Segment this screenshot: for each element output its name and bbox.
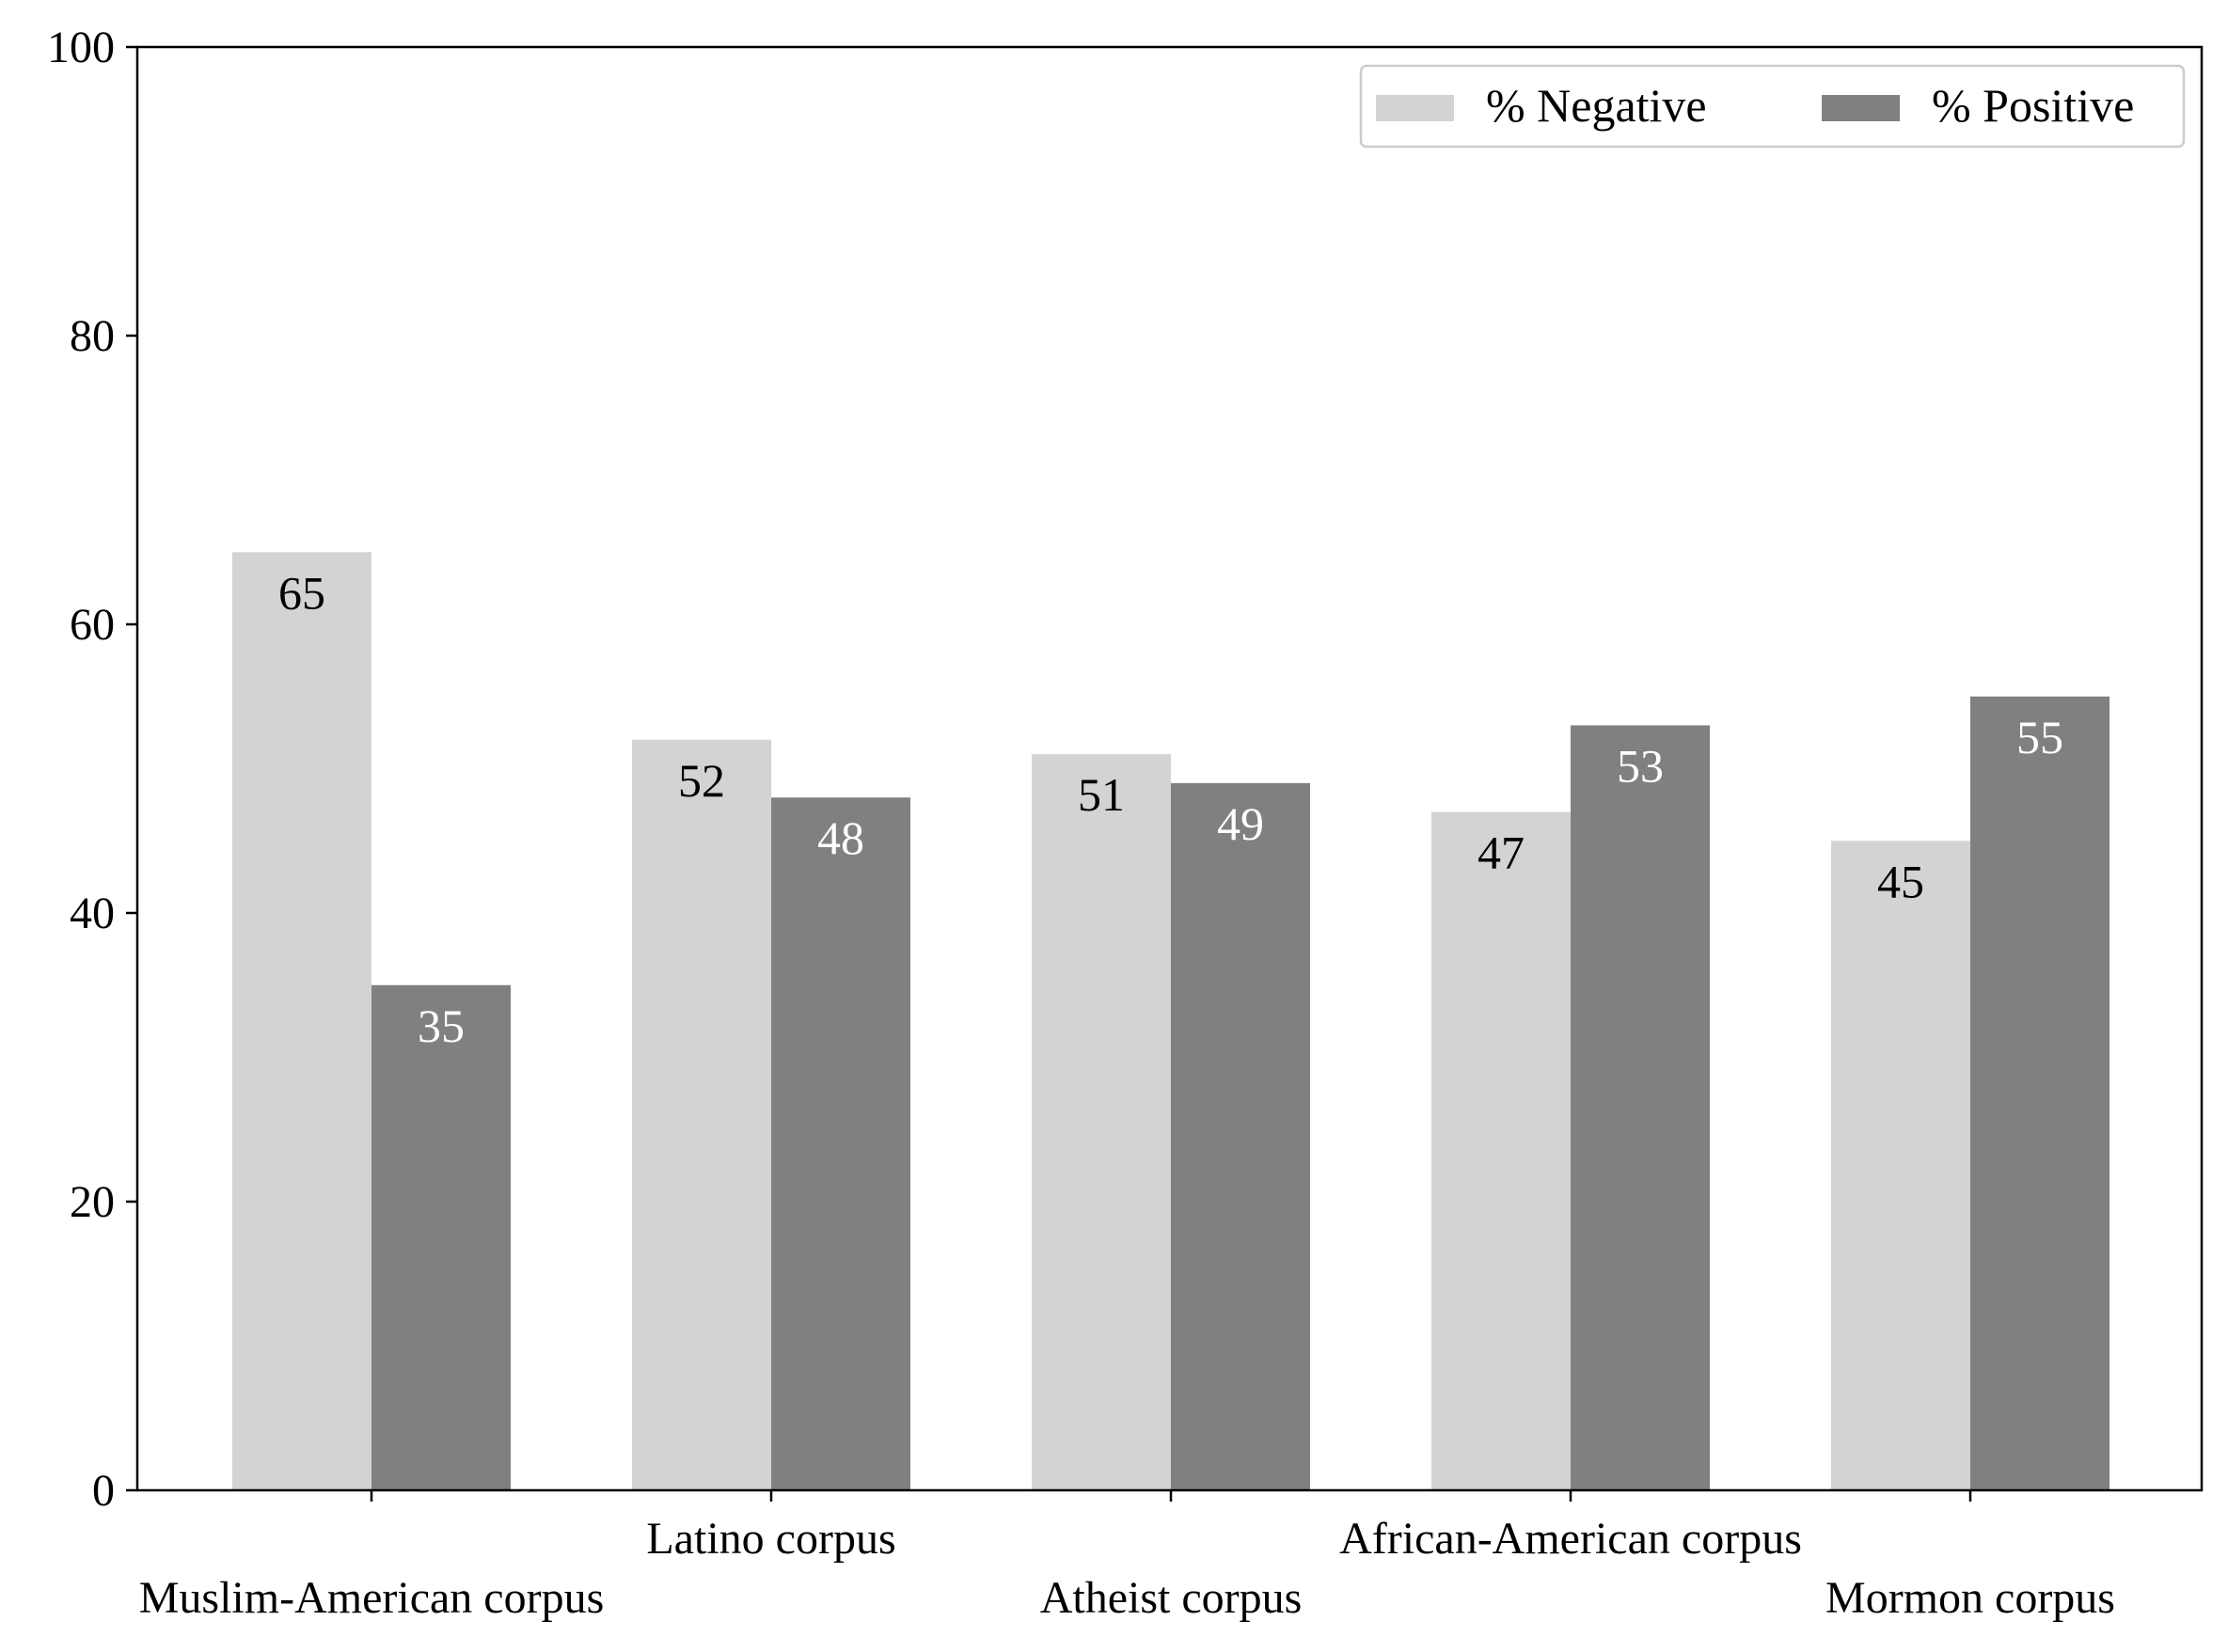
x-tick-label-2: Atheist corpus bbox=[1040, 1573, 1303, 1623]
legend-swatch-positive bbox=[1822, 95, 1900, 121]
data-label-positive-4: 55 bbox=[2016, 711, 2063, 763]
data-label-positive-1: 48 bbox=[817, 811, 864, 864]
data-label-negative-0: 65 bbox=[278, 566, 325, 619]
bar-positive-0 bbox=[371, 984, 511, 1490]
data-label-positive-3: 53 bbox=[1617, 739, 1664, 792]
bars-layer bbox=[232, 552, 2109, 1490]
y-tick-label-5: 100 bbox=[47, 23, 115, 72]
data-label-negative-3: 47 bbox=[1477, 826, 1525, 879]
data-label-positive-0: 35 bbox=[418, 999, 465, 1052]
legend-label-negative: % Negative bbox=[1486, 79, 1707, 132]
y-tick-label-1: 20 bbox=[70, 1177, 115, 1227]
x-tick-label-0: Muslim-American corpus bbox=[139, 1573, 605, 1623]
bar-negative-1 bbox=[632, 739, 771, 1490]
bar-negative-4 bbox=[1831, 841, 1970, 1490]
legend: % Negative % Positive bbox=[1359, 64, 2186, 149]
legend-box bbox=[1359, 64, 2186, 149]
bar-positive-3 bbox=[1571, 725, 1710, 1490]
bar-positive-2 bbox=[1171, 782, 1310, 1490]
data-label-negative-2: 51 bbox=[1078, 768, 1125, 821]
data-labels-layer: 65 35 52 48 51 49 47 53 45 55 bbox=[278, 566, 2063, 1052]
y-axis: 0 20 40 60 80 100 bbox=[47, 23, 137, 1516]
bar-positive-4 bbox=[1970, 696, 2109, 1490]
y-tick-label-4: 80 bbox=[70, 311, 115, 361]
plot-frame bbox=[135, 45, 2204, 1492]
legend-swatch-negative bbox=[1376, 95, 1454, 121]
y-tick-label-2: 40 bbox=[70, 889, 115, 938]
data-label-negative-1: 52 bbox=[678, 754, 725, 807]
bar-negative-2 bbox=[1032, 754, 1171, 1490]
x-tick-label-1: Latino corpus bbox=[646, 1514, 895, 1564]
y-tick-label-0: 0 bbox=[92, 1466, 115, 1516]
y-tick-label-3: 60 bbox=[70, 600, 115, 650]
legend-label-positive: % Positive bbox=[1932, 79, 2134, 132]
x-tick-label-4: Mormon corpus bbox=[1825, 1573, 2115, 1623]
bar-positive-1 bbox=[771, 797, 910, 1490]
data-label-positive-2: 49 bbox=[1217, 797, 1264, 850]
data-label-negative-4: 45 bbox=[1877, 855, 1924, 907]
x-tick-label-3: African-American corpus bbox=[1339, 1514, 1802, 1564]
x-axis: Muslim-American corpus Latino corpus Athei… bbox=[139, 1490, 2115, 1623]
bar-negative-0 bbox=[232, 552, 371, 1490]
bar-negative-3 bbox=[1431, 811, 1571, 1490]
